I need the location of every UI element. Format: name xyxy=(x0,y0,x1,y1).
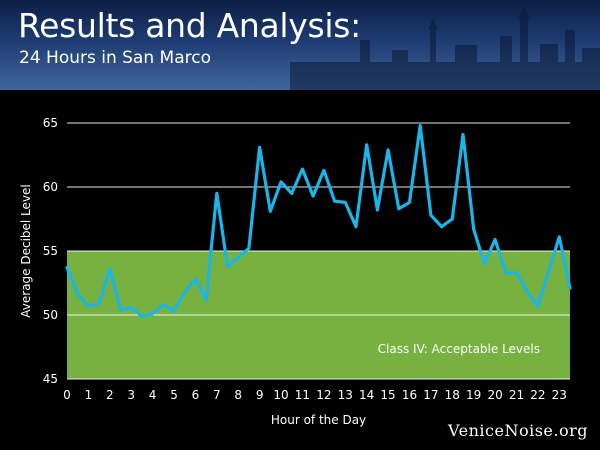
x-tick-label-1: 1 xyxy=(85,388,93,402)
x-tick-label-20: 20 xyxy=(487,388,502,402)
data-point-13 xyxy=(204,298,208,302)
data-point-1 xyxy=(76,293,80,296)
x-tick-label-16: 16 xyxy=(402,388,417,402)
x-axis-title: Hour of the Day xyxy=(271,413,366,427)
y-tick-label-55: 55 xyxy=(43,244,58,258)
data-point-6 xyxy=(129,305,133,309)
data-point-29 xyxy=(375,208,379,212)
data-point-3 xyxy=(97,302,101,305)
data-point-38 xyxy=(472,227,476,231)
data-point-24 xyxy=(322,168,326,172)
data-point-40 xyxy=(493,238,497,241)
x-tick-label-19: 19 xyxy=(466,388,481,402)
page-subtitle: 24 Hours in San Marco xyxy=(19,48,211,68)
x-tick-label-15: 15 xyxy=(380,388,395,402)
band-label: Class IV: Acceptable Levels xyxy=(378,342,540,356)
data-point-4 xyxy=(108,267,112,271)
x-tick-label-7: 7 xyxy=(213,388,221,402)
data-point-2 xyxy=(87,304,90,308)
x-tick-label-11: 11 xyxy=(295,388,310,402)
data-point-14 xyxy=(215,192,219,195)
data-point-16 xyxy=(236,256,240,259)
data-point-44 xyxy=(536,304,540,308)
data-point-27 xyxy=(354,225,358,229)
data-point-33 xyxy=(418,124,422,127)
header-banner: Results and Analysis: 24 Hours in San Ma… xyxy=(0,0,600,90)
data-point-34 xyxy=(429,213,433,217)
x-tick-label-3: 3 xyxy=(127,388,135,402)
data-point-18 xyxy=(258,145,262,149)
data-point-45 xyxy=(547,270,550,273)
data-point-30 xyxy=(386,148,390,152)
x-tick-label-8: 8 xyxy=(234,388,242,402)
data-point-42 xyxy=(515,271,518,275)
data-point-31 xyxy=(397,207,401,211)
data-point-10 xyxy=(172,309,176,313)
data-point-25 xyxy=(333,199,336,203)
x-tick-label-6: 6 xyxy=(192,388,200,402)
data-point-47 xyxy=(568,286,572,290)
data-point-17 xyxy=(247,247,251,250)
data-point-19 xyxy=(268,209,272,213)
x-tick-label-22: 22 xyxy=(530,388,545,402)
data-point-20 xyxy=(279,180,283,184)
y-tick-label-50: 50 xyxy=(43,308,58,322)
x-tick-label-12: 12 xyxy=(316,388,331,402)
x-tick-label-4: 4 xyxy=(149,388,157,402)
data-point-21 xyxy=(290,192,294,195)
x-tick-label-10: 10 xyxy=(273,388,288,402)
x-tick-label-13: 13 xyxy=(338,388,353,402)
data-point-32 xyxy=(408,200,411,204)
data-point-26 xyxy=(343,200,347,204)
page-title: Results and Analysis: xyxy=(18,6,362,45)
data-point-35 xyxy=(440,225,443,229)
data-point-41 xyxy=(504,271,508,275)
data-point-36 xyxy=(450,217,454,221)
data-point-46 xyxy=(557,235,561,239)
data-point-12 xyxy=(194,277,197,281)
venice-skyline-image xyxy=(290,6,600,90)
data-point-9 xyxy=(161,303,165,307)
x-tick-label-2: 2 xyxy=(106,388,114,402)
x-tick-label-23: 23 xyxy=(552,388,567,402)
data-point-5 xyxy=(119,308,122,312)
y-tick-label-65: 65 xyxy=(43,116,58,130)
y-tick-label-45: 45 xyxy=(43,372,58,386)
x-tick-label-9: 9 xyxy=(256,388,264,402)
data-point-8 xyxy=(151,312,155,316)
data-point-43 xyxy=(525,290,529,294)
data-point-7 xyxy=(140,314,144,318)
x-tick-label-18: 18 xyxy=(445,388,460,402)
data-point-37 xyxy=(461,133,465,136)
y-axis-title: Average Decibel Level xyxy=(19,184,33,317)
data-point-0 xyxy=(65,266,69,270)
x-tick-label-17: 17 xyxy=(423,388,438,402)
data-point-22 xyxy=(301,167,304,171)
x-tick-label-21: 21 xyxy=(509,388,524,402)
data-point-39 xyxy=(482,262,486,266)
decibel-series-line xyxy=(65,123,572,318)
x-tick-label-14: 14 xyxy=(359,388,374,402)
venicenoise-watermark: VeniceNoise.org xyxy=(448,421,588,440)
data-point-15 xyxy=(226,264,229,268)
x-tick-label-5: 5 xyxy=(170,388,178,402)
x-tick-label-0: 0 xyxy=(63,388,71,402)
y-tick-label-60: 60 xyxy=(43,180,58,194)
data-point-23 xyxy=(311,194,315,198)
data-point-28 xyxy=(365,143,369,147)
data-point-11 xyxy=(183,290,187,294)
